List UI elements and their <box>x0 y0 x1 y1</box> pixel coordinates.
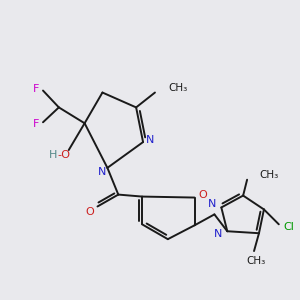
Text: O: O <box>198 190 207 200</box>
Text: N: N <box>98 167 106 177</box>
Text: CH₃: CH₃ <box>169 82 188 93</box>
Text: Cl: Cl <box>283 222 294 232</box>
Text: CH₃: CH₃ <box>246 256 266 266</box>
Text: N: N <box>146 135 154 145</box>
Text: O: O <box>85 207 94 218</box>
Text: F: F <box>33 119 39 129</box>
Text: N: N <box>208 200 217 209</box>
Text: F: F <box>33 84 39 94</box>
Text: -O: -O <box>57 150 70 160</box>
Text: N: N <box>214 229 223 239</box>
Text: H: H <box>49 150 57 160</box>
Text: CH₃: CH₃ <box>259 170 278 180</box>
